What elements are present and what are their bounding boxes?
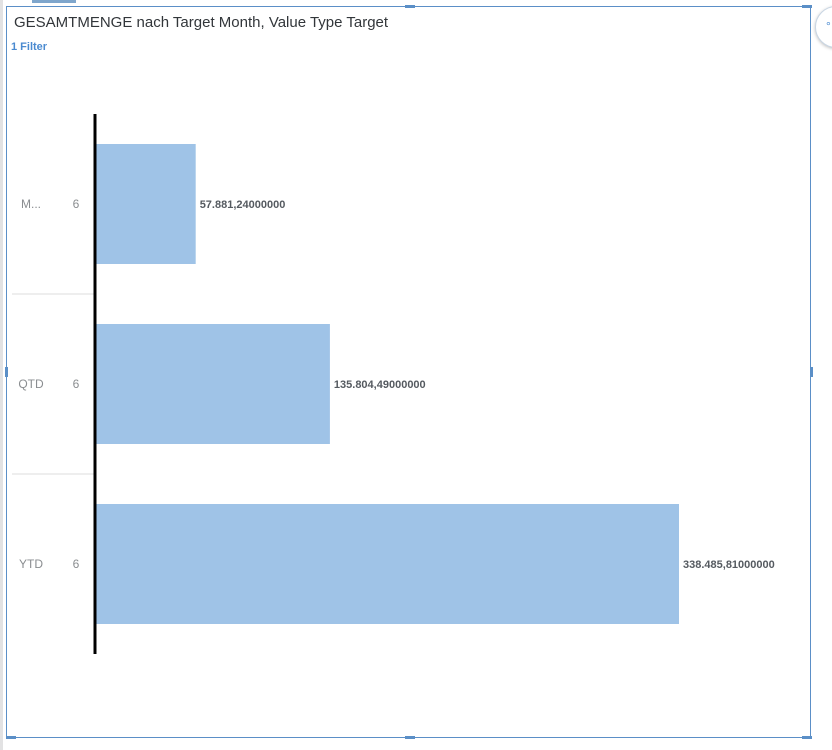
resize-handle-top[interactable] [405,5,415,8]
filter-link[interactable]: 1 Filter [11,41,48,53]
category-label: M... [21,197,41,211]
category-label: QTD [18,377,44,391]
category-sub-label: 6 [73,197,80,211]
category-label: YTD [19,557,43,571]
resize-handle-bottom-right[interactable] [802,736,812,739]
data-label: 135.804,49000000 [334,379,426,391]
category-sub-label: 6 [73,557,80,571]
bar[interactable] [96,144,196,264]
resize-handle-bottom-left[interactable] [6,736,16,739]
data-label: 57.881,24000000 [200,199,286,211]
resize-handle-left[interactable] [5,367,8,377]
top-tab-indicator [32,0,76,3]
resize-handle-bottom[interactable] [405,736,415,739]
options-icon: ° [826,19,831,33]
bar[interactable] [96,504,679,624]
bar[interactable] [96,324,330,444]
resize-handle-right[interactable] [810,367,813,377]
resize-handle-top-right[interactable] [802,5,812,8]
chart-title: GESAMTMENGE nach Target Month, Value Typ… [14,14,389,31]
category-sub-label: 6 [73,377,80,391]
left-edge-strip [0,0,3,750]
data-label: 338.485,81000000 [683,559,775,571]
